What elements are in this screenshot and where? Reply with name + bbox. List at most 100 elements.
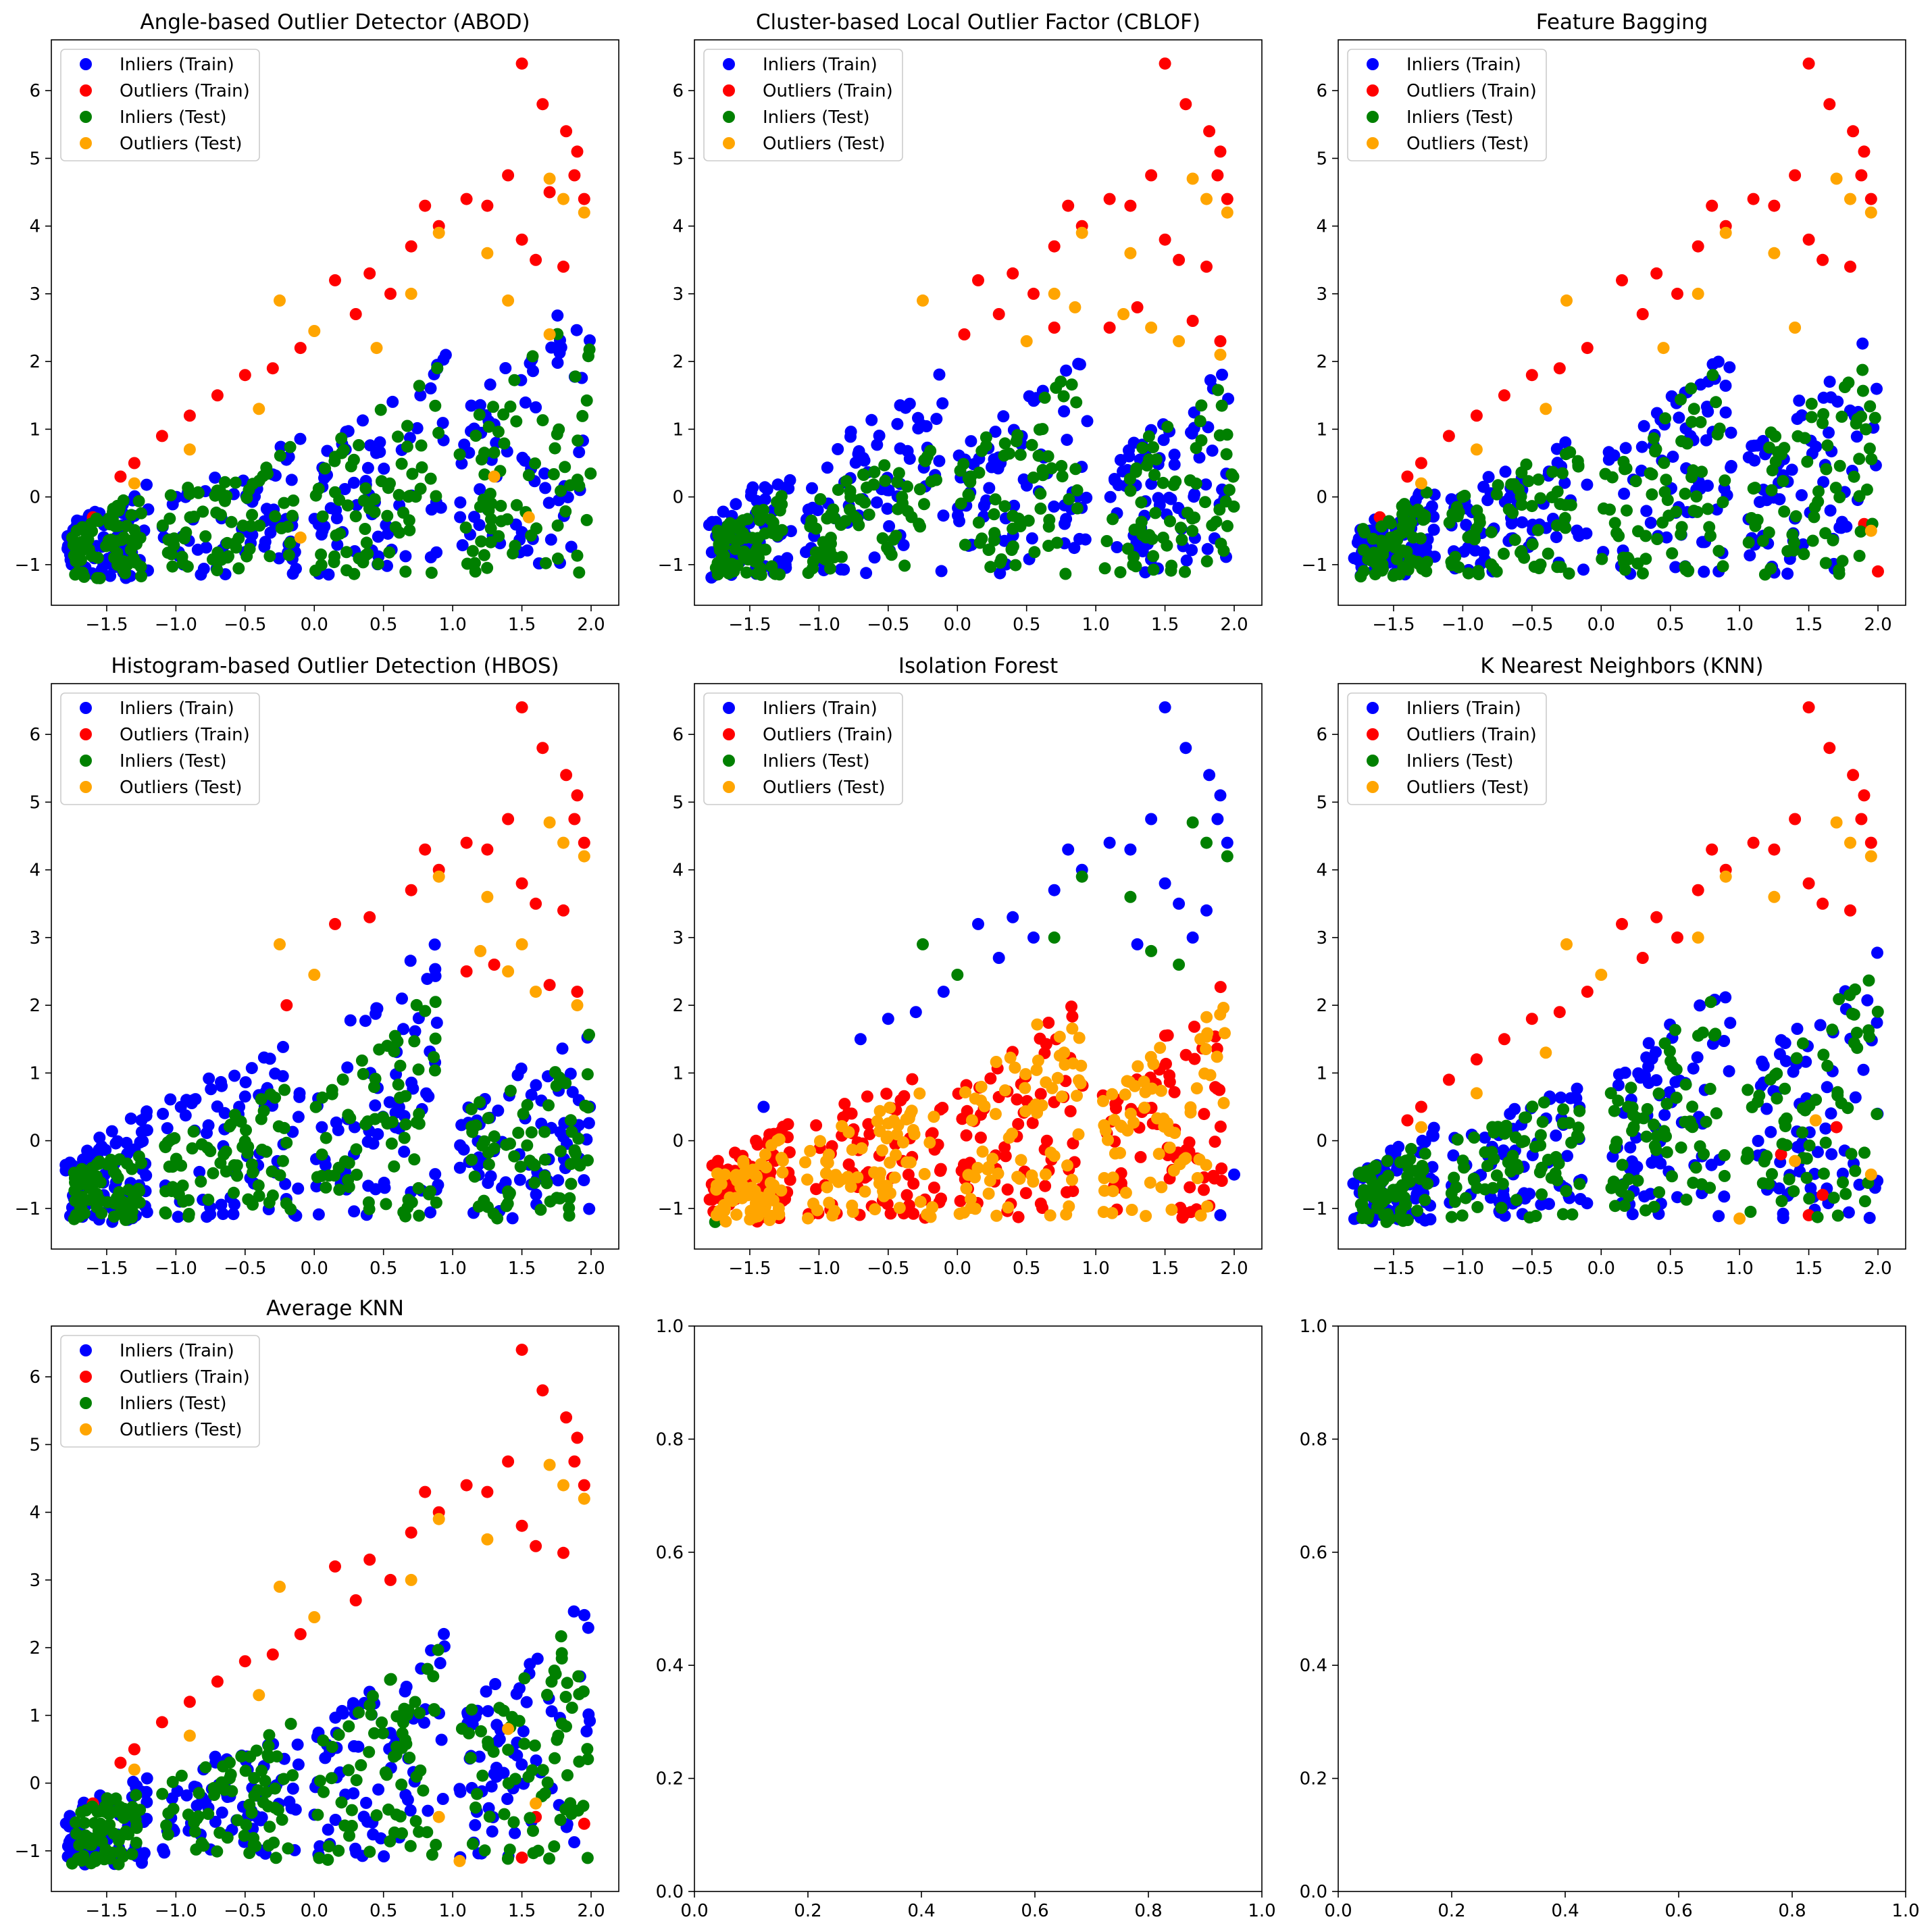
point — [969, 1092, 982, 1105]
point — [257, 1051, 270, 1064]
point — [1039, 1179, 1052, 1192]
point — [1485, 526, 1498, 538]
point — [933, 368, 946, 381]
point — [325, 1772, 338, 1785]
point — [825, 508, 838, 521]
point — [538, 467, 551, 480]
point — [1789, 510, 1802, 523]
x-tick-label: 1.0 — [1725, 1259, 1753, 1279]
point — [1201, 542, 1214, 555]
point — [1193, 451, 1206, 464]
point — [555, 1717, 568, 1730]
point — [1022, 514, 1035, 527]
x-tick-label: 0.5 — [1013, 615, 1040, 635]
point — [1073, 1074, 1085, 1087]
point — [1817, 1048, 1830, 1061]
point — [1097, 1206, 1110, 1219]
series-outliers-test — [1415, 172, 1877, 537]
point — [1198, 1184, 1210, 1196]
point — [136, 1856, 148, 1869]
x-tick-label: −1.5 — [85, 1901, 128, 1921]
point — [231, 1169, 243, 1182]
point — [1762, 1177, 1775, 1190]
point — [318, 520, 331, 533]
point — [815, 551, 828, 563]
point — [551, 1192, 563, 1204]
point — [474, 483, 486, 496]
point — [1442, 1073, 1455, 1086]
point — [545, 1705, 558, 1718]
series-outliers-test — [710, 1002, 1231, 1228]
point — [1839, 381, 1851, 393]
point — [1221, 850, 1234, 863]
point — [504, 1137, 516, 1150]
point — [1687, 403, 1700, 415]
point — [972, 274, 984, 286]
point — [114, 1756, 127, 1769]
point — [475, 1725, 487, 1737]
point — [1760, 494, 1773, 507]
point — [274, 440, 287, 453]
y-tick-label: 4 — [29, 1503, 41, 1523]
point — [201, 1211, 213, 1223]
point — [543, 172, 556, 185]
point — [370, 342, 383, 355]
point — [973, 536, 986, 549]
point — [1071, 484, 1084, 497]
point — [1186, 524, 1199, 537]
point — [1124, 843, 1137, 856]
point — [504, 1084, 517, 1097]
point — [1571, 1082, 1583, 1095]
point — [759, 1148, 771, 1161]
point — [1100, 535, 1113, 547]
point — [525, 1088, 538, 1101]
point — [429, 996, 442, 1009]
point — [1025, 532, 1038, 544]
point — [1445, 1211, 1458, 1223]
point — [759, 481, 771, 494]
point — [284, 1717, 297, 1730]
point — [1200, 1159, 1213, 1171]
point — [1029, 1098, 1042, 1111]
point — [528, 1176, 541, 1189]
point — [802, 1212, 814, 1225]
point — [992, 952, 1005, 964]
point — [381, 509, 394, 522]
point — [429, 1168, 442, 1181]
point — [557, 260, 569, 273]
x-tick-label: 1.5 — [1151, 615, 1179, 635]
y-tick-label: −1 — [15, 1199, 41, 1219]
point — [1796, 1126, 1808, 1139]
point — [1179, 742, 1192, 755]
point — [884, 1207, 897, 1220]
point — [854, 1033, 867, 1046]
point — [578, 1492, 590, 1505]
point — [195, 1175, 207, 1188]
point — [1157, 434, 1170, 447]
point — [1849, 1091, 1862, 1104]
point — [937, 986, 950, 998]
point — [568, 1455, 581, 1468]
point — [1864, 850, 1877, 863]
point — [551, 357, 564, 369]
point — [1621, 504, 1633, 517]
point — [335, 1796, 348, 1809]
point — [1573, 1104, 1586, 1117]
point — [719, 1215, 732, 1228]
y-tick-label: −1 — [1302, 555, 1327, 576]
point — [239, 1076, 252, 1089]
point — [1168, 449, 1181, 461]
x-tick-label: 0.0 — [301, 615, 328, 635]
point — [844, 426, 857, 438]
series-outliers-test — [917, 172, 1234, 361]
point — [1844, 836, 1856, 849]
point — [964, 1193, 977, 1205]
point — [455, 1119, 468, 1132]
point — [737, 1154, 750, 1167]
legend-marker — [80, 111, 92, 123]
point — [399, 550, 412, 563]
point — [1778, 442, 1791, 455]
point — [392, 430, 404, 443]
x-tick-label: 1.5 — [1795, 1259, 1823, 1279]
